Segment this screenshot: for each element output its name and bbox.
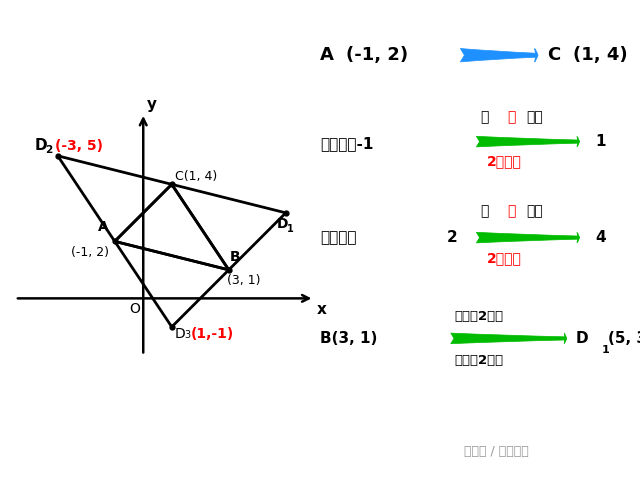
Text: (3, 1): (3, 1) [227, 274, 261, 287]
Text: 右: 右 [507, 110, 516, 125]
Text: (1,-1): (1,-1) [190, 327, 234, 341]
Text: 1: 1 [602, 346, 609, 355]
Text: 2个单位: 2个单位 [486, 251, 521, 265]
Text: D: D [576, 331, 589, 346]
Text: (-1, 2): (-1, 2) [346, 46, 408, 64]
Text: 1: 1 [595, 134, 605, 149]
Text: 平移: 平移 [526, 204, 543, 218]
Text: (-3, 5): (-3, 5) [55, 139, 103, 153]
Text: (1, 4): (1, 4) [573, 46, 627, 64]
Text: 2: 2 [447, 230, 457, 245]
Text: x: x [317, 302, 327, 317]
Text: 上: 上 [507, 204, 516, 218]
Text: 平移: 平移 [526, 110, 543, 125]
Text: 2: 2 [45, 145, 52, 155]
Text: 向: 向 [480, 204, 488, 218]
Text: B(3, 1): B(3, 1) [320, 331, 378, 346]
Text: A: A [320, 46, 334, 64]
Text: 向上移2单位: 向上移2单位 [454, 353, 504, 367]
Text: 4: 4 [595, 230, 606, 245]
Text: 横坐标：-1: 横坐标：-1 [320, 136, 373, 152]
Text: y: y [147, 96, 157, 112]
Text: D: D [277, 217, 289, 231]
Text: (5, 3): (5, 3) [608, 331, 640, 346]
Text: 向右移2单位: 向右移2单位 [454, 310, 504, 324]
Text: D: D [35, 138, 47, 153]
Text: (-1, 2): (-1, 2) [71, 246, 109, 259]
Text: 2个单位: 2个单位 [486, 154, 521, 168]
Text: 1: 1 [287, 224, 294, 234]
Text: 纵坐标：: 纵坐标： [320, 230, 356, 245]
Text: 3: 3 [184, 330, 191, 340]
Text: C: C [547, 46, 561, 64]
Text: D: D [175, 327, 186, 341]
Text: C(1, 4): C(1, 4) [175, 170, 217, 183]
Text: B: B [230, 250, 241, 264]
Text: 向: 向 [480, 110, 488, 125]
Text: 头条号 / 第一课室: 头条号 / 第一课室 [463, 444, 529, 458]
Text: O: O [129, 302, 140, 316]
Text: A: A [99, 220, 109, 234]
